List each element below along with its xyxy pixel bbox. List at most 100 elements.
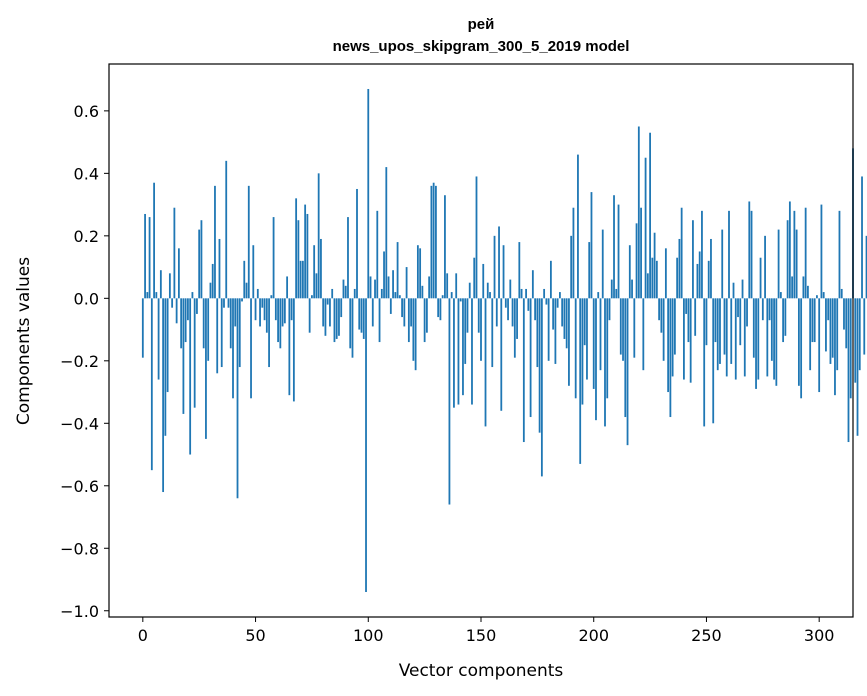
bar-54	[263, 298, 266, 321]
bar-172	[529, 298, 532, 418]
bar-52	[259, 298, 261, 327]
bar-100	[367, 88, 370, 299]
bar-170	[525, 288, 527, 299]
bar-280	[773, 298, 775, 380]
y-tick-label: 0.6	[74, 102, 99, 121]
bar-195	[581, 298, 584, 405]
bar-200	[592, 298, 595, 389]
bar-294	[804, 207, 807, 299]
bar-10	[164, 298, 167, 436]
y-axis-label: Components values	[14, 257, 34, 425]
bar-45	[243, 260, 246, 299]
bar-214	[624, 298, 627, 418]
bar-119	[410, 298, 413, 327]
bar-51	[256, 288, 259, 299]
bar-50	[254, 298, 257, 321]
bar-190	[570, 235, 573, 299]
bar-240	[683, 298, 685, 380]
bar-35	[220, 298, 223, 368]
bar-78	[317, 173, 320, 299]
bar-293	[802, 276, 805, 299]
bar-279	[770, 298, 773, 361]
bar-314	[849, 298, 852, 399]
chart-title: рей	[468, 16, 495, 33]
bar-182	[552, 298, 555, 330]
bar-131	[437, 298, 440, 318]
bar-116	[403, 298, 406, 327]
bar-164	[511, 298, 514, 327]
bar-308	[836, 298, 839, 371]
bar-305	[829, 298, 832, 364]
bar-289	[793, 210, 796, 299]
bar-79	[320, 238, 322, 299]
bar-55	[265, 298, 268, 333]
bar-151	[482, 263, 485, 299]
bar-23	[193, 298, 196, 408]
bar-94	[353, 288, 356, 299]
bar-189	[568, 298, 570, 386]
bar-128	[430, 185, 433, 299]
bar-221	[640, 207, 642, 299]
bar-233	[667, 298, 670, 393]
bar-117	[405, 267, 408, 299]
bar-113	[396, 242, 399, 299]
bar-82	[326, 298, 329, 305]
bar-286	[786, 220, 789, 299]
bar-20	[187, 298, 189, 321]
bar-187	[563, 298, 566, 339]
x-axis-ticks: 0 50 100 150 200 250 300	[138, 617, 834, 645]
bar-237	[676, 257, 679, 299]
bar-101	[369, 276, 372, 299]
bar-225	[649, 132, 651, 299]
bar-7	[157, 298, 160, 380]
bar-267	[743, 298, 746, 377]
bar-163	[509, 279, 512, 299]
bar-194	[579, 298, 582, 464]
bar-115	[401, 298, 403, 318]
bar-273	[757, 298, 760, 380]
bar-205	[604, 298, 606, 427]
bar-64	[286, 276, 289, 299]
bar-235	[671, 298, 674, 377]
bar-320	[863, 298, 866, 355]
bar-260	[728, 210, 730, 299]
bar-22	[191, 292, 194, 299]
y-tick-label: −0.6	[60, 477, 99, 496]
bar-270	[750, 210, 753, 299]
bar-11	[166, 298, 169, 393]
bar-74	[308, 298, 311, 333]
chart-subtitle: news_upos_skipgram_300_5_2019 model	[333, 38, 630, 55]
bar-290	[795, 229, 798, 299]
bar-154	[489, 292, 491, 299]
bar-258	[723, 298, 726, 355]
bar-317	[856, 298, 859, 436]
bar-179	[545, 298, 548, 305]
bar-102	[371, 298, 374, 327]
bar-173	[531, 270, 534, 299]
x-tick-label: 100	[353, 626, 384, 645]
plot-frame	[108, 63, 854, 618]
bar-16	[177, 248, 180, 299]
bar-92	[349, 298, 352, 349]
bar-58	[272, 217, 275, 299]
bar-271	[752, 298, 755, 358]
bar-48	[250, 298, 252, 399]
bar-61	[279, 298, 282, 349]
bar-84	[331, 288, 334, 299]
bar-40	[232, 298, 234, 399]
bar-43	[238, 298, 241, 368]
bar-176	[538, 298, 541, 433]
bar-241	[685, 298, 688, 314]
bar-288	[791, 276, 794, 299]
bar-313	[847, 298, 850, 443]
bar-138	[453, 298, 455, 408]
bar-98	[362, 298, 365, 339]
bar-124	[421, 285, 424, 299]
bar-211	[617, 204, 620, 299]
bar-301	[820, 204, 823, 299]
bar-287	[788, 201, 791, 299]
bar-118	[407, 298, 410, 343]
bar-311	[843, 298, 845, 330]
bar-277	[766, 298, 769, 377]
bar-71	[301, 260, 304, 299]
